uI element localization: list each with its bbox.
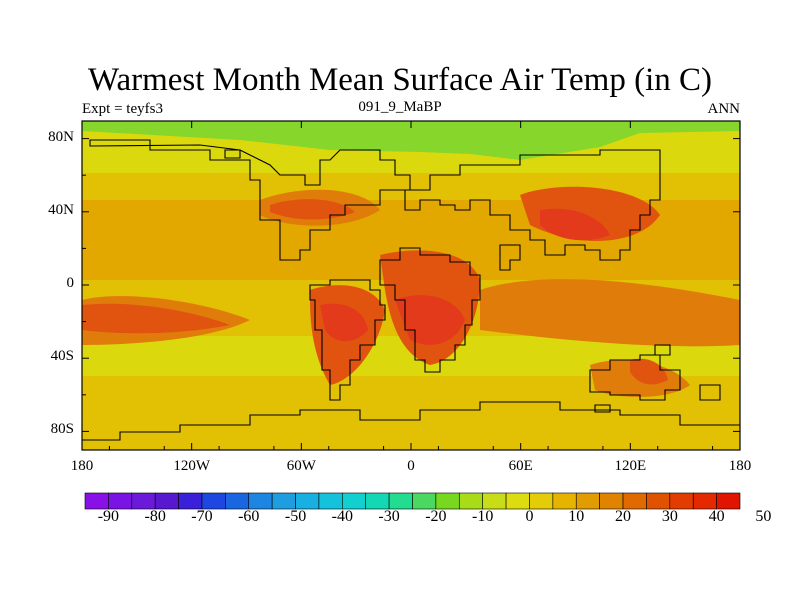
- map-field: [82, 121, 740, 450]
- x-tick-label: 180: [70, 458, 94, 474]
- colorbar-label: -60: [238, 508, 260, 525]
- colorbar-swatch: [669, 492, 694, 510]
- x-tick-label: 120W: [173, 458, 210, 474]
- y-tick-label: 40S: [50, 348, 74, 365]
- australia-hottest: [630, 358, 668, 385]
- axis-ticks: [81, 121, 741, 450]
- colorbar-swatch: [225, 492, 250, 510]
- colorbar-swatch: [318, 492, 343, 510]
- asia-extreme: [540, 208, 610, 241]
- greenland-coast: [224, 149, 241, 159]
- plot-title: Warmest Month Mean Surface Air Temp (in …: [87, 62, 713, 98]
- colorbar-swatch: [388, 492, 413, 510]
- colorbar-label: -80: [144, 508, 166, 525]
- colorbar-swatch: [646, 492, 671, 510]
- colorbar-swatch: [178, 492, 203, 510]
- colorbar-swatch: [271, 492, 296, 510]
- colorbar-swatch: [575, 492, 600, 510]
- y-tick-label: 40N: [48, 201, 74, 218]
- africa-coast: [379, 247, 481, 373]
- colorbar-swatch: [108, 492, 133, 510]
- north-america-hottest: [270, 199, 355, 220]
- colorbar-swatch: [599, 492, 624, 510]
- x-tick-label: 180: [728, 458, 752, 474]
- colorbar-swatch: [154, 492, 179, 510]
- colorbar-label: 40: [708, 508, 725, 525]
- x-tick-label: 60E: [508, 458, 533, 474]
- x-tick-label: 120E: [614, 458, 647, 474]
- north-america-coast: [89, 139, 411, 261]
- colorbar-swatch: [412, 492, 437, 510]
- colorbar-label: 10: [568, 508, 585, 525]
- colorbar-label: -30: [378, 508, 400, 525]
- season-label: ANN: [707, 101, 741, 117]
- colorbar-swatch: [248, 492, 273, 510]
- y-tick-label: 80N: [48, 128, 74, 145]
- colorbar-label: -90: [97, 508, 120, 525]
- x-tick-label: 60W: [286, 458, 316, 474]
- australia-coast: [589, 354, 681, 401]
- colorbar-swatch: [365, 492, 390, 510]
- colorbar-swatch: [131, 492, 156, 510]
- colorbar-swatch: [295, 492, 320, 510]
- coastlines: [82, 139, 740, 441]
- colorbar-swatch: [482, 492, 507, 510]
- colorbar-label: 30: [661, 508, 678, 525]
- colorbar-swatch: [716, 492, 741, 510]
- time-label: 091_9_MaBP: [358, 99, 442, 115]
- experiment-label: Expt = teyfs3: [82, 101, 163, 117]
- small-island-coast: [654, 344, 671, 356]
- colorbar-swatch: [529, 492, 554, 510]
- antarctica-coast: [82, 401, 740, 441]
- pacific-hottest-zone: [82, 303, 230, 334]
- colorbar-label: 0: [525, 508, 534, 525]
- y-tick-label: 80S: [50, 421, 74, 438]
- south-america-coast: [309, 279, 386, 401]
- y-tick-label: 0: [66, 275, 75, 291]
- colorbar-swatch: [552, 492, 577, 510]
- indian-hot-zone: [480, 279, 740, 347]
- x-tick-label: 0: [407, 458, 415, 474]
- colorbar-label: -70: [191, 508, 213, 525]
- arabia-coast: [499, 244, 521, 271]
- arctic-cold-zone: [82, 121, 740, 160]
- colorbar-swatch: [342, 492, 367, 510]
- colorbar: [84, 492, 741, 510]
- colorbar-label: -10: [472, 508, 494, 525]
- colorbar-label: -40: [331, 508, 353, 525]
- colorbar-label: 20: [615, 508, 632, 525]
- colorbar-swatch: [622, 492, 647, 510]
- colorbar-swatch: [201, 492, 226, 510]
- colorbar-label: -50: [284, 508, 307, 525]
- colorbar-swatch: [84, 492, 109, 510]
- colorbar-swatch: [458, 492, 483, 510]
- colorbar-swatch: [505, 492, 530, 510]
- small-island-coast: [699, 384, 721, 401]
- colorbar-swatch: [435, 492, 460, 510]
- small-island-coast: [594, 404, 611, 413]
- colorbar-label: 50: [755, 508, 772, 525]
- colorbar-label: -20: [425, 508, 447, 525]
- south-america-extreme: [320, 303, 368, 342]
- colorbar-swatch: [692, 492, 717, 510]
- africa-extreme: [395, 295, 465, 345]
- eurasia-coast: [404, 149, 661, 261]
